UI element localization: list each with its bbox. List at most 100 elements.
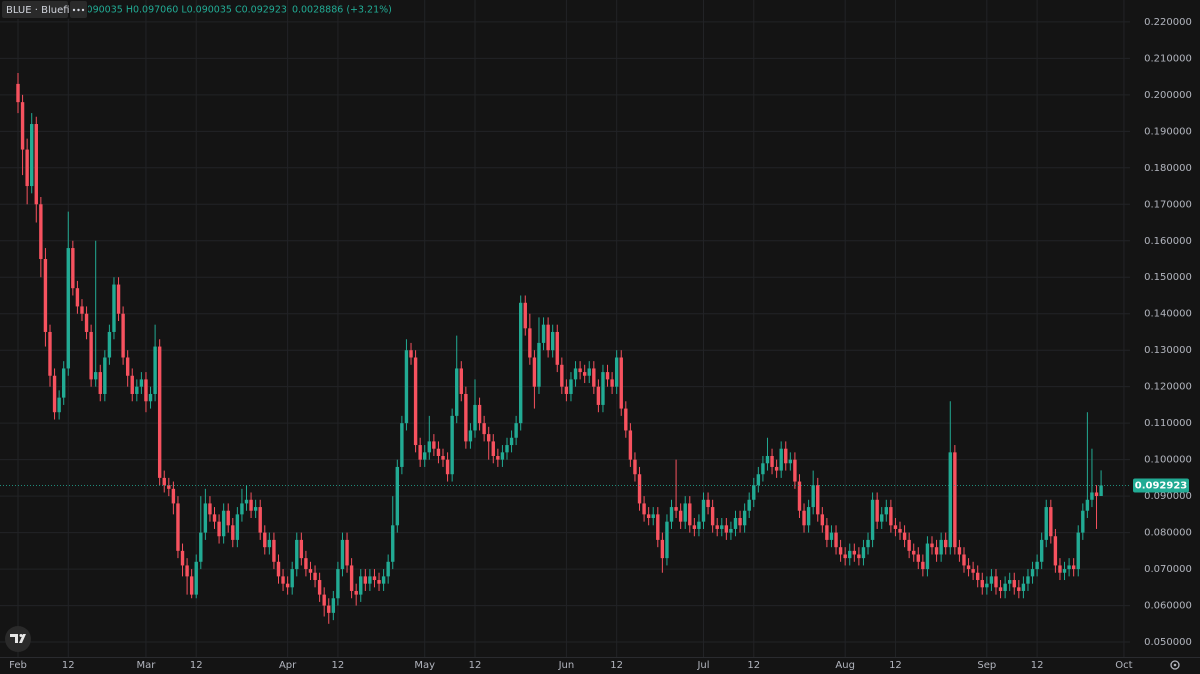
candle-body: [505, 445, 509, 453]
candle-body: [1049, 507, 1053, 537]
candle-body: [710, 507, 715, 526]
candle-body: [135, 386, 139, 394]
candle-body: [482, 423, 486, 435]
candle-body: [962, 554, 966, 566]
candle-body: [226, 510, 230, 526]
candle-body: [285, 583, 290, 588]
candle-body: [761, 463, 765, 475]
ohlc-legend: O0.090035 H0.097060 L0.090035 C0.092923: [70, 5, 287, 16]
candle-body: [605, 372, 610, 380]
candle-body: [368, 576, 372, 584]
candle-body: [825, 525, 829, 540]
candle-body: [272, 539, 276, 562]
y-tick-label: 0.070000: [1144, 564, 1192, 575]
candle-body: [674, 507, 678, 511]
candle-body: [848, 550, 852, 559]
candle-body: [203, 503, 208, 533]
y-tick-label: 0.110000: [1144, 418, 1192, 429]
candle-body: [907, 539, 911, 551]
candle-body: [788, 459, 793, 464]
candle-body: [1026, 576, 1030, 584]
candle-body: [20, 102, 25, 150]
gear[interactable]: [1170, 660, 1180, 670]
candle-body: [1035, 561, 1039, 570]
candle-body: [386, 561, 390, 577]
candle-body: [930, 543, 934, 548]
candle-body: [1039, 539, 1044, 562]
candle-body: [829, 532, 834, 540]
y-tick-label: 0.090000: [1144, 491, 1192, 502]
candle-body: [30, 124, 34, 187]
candle-body: [752, 485, 756, 500]
candle-body: [1081, 510, 1085, 533]
candle-body: [75, 288, 80, 307]
y-tick-label: 0.080000: [1144, 528, 1192, 539]
more-button[interactable]: [70, 1, 87, 18]
candle-body: [1058, 565, 1062, 573]
candle-body: [861, 547, 866, 559]
candle-body: [633, 459, 637, 475]
candle-body: [139, 379, 144, 387]
candle-body: [1017, 587, 1021, 591]
last-price-box: [1133, 478, 1189, 493]
grid: [0, 0, 1130, 657]
candle-body: [194, 561, 198, 595]
candle-body: [998, 587, 1003, 591]
candle-body: [176, 503, 180, 551]
candle-body: [125, 357, 130, 376]
candle-body: [180, 550, 185, 566]
y-tick-label: 0.050000: [1144, 637, 1192, 648]
candle-body: [235, 514, 240, 540]
candle-body: [669, 507, 674, 522]
candle-body: [756, 474, 761, 486]
logo-dot: [19, 634, 23, 637]
candle-body: [377, 580, 381, 584]
x-tick-label: 12: [469, 660, 482, 671]
candle-body: [806, 507, 811, 526]
candle-body: [692, 525, 697, 529]
dot: [77, 8, 80, 12]
candle-body: [121, 313, 125, 358]
candle-body: [784, 448, 788, 464]
candle-body: [221, 510, 226, 537]
y-tick-label: 0.180000: [1144, 163, 1192, 174]
candle-body: [441, 455, 445, 460]
symbol-box[interactable]: [2, 1, 68, 18]
candle-body: [400, 423, 404, 467]
candle-body: [592, 368, 596, 387]
candle-body: [167, 485, 171, 489]
candle-body: [678, 510, 683, 522]
candle-body: [189, 576, 194, 595]
candle-body: [496, 455, 500, 460]
candle-body: [971, 569, 975, 573]
tv-logo[interactable]: [5, 626, 31, 652]
candle-body: [185, 565, 189, 577]
candle-body: [729, 528, 733, 533]
candle-body: [628, 430, 633, 460]
candle-body: [103, 357, 107, 394]
candle-body: [601, 372, 605, 405]
candle-body: [391, 525, 395, 562]
candle-body: [569, 379, 573, 394]
x-tick-label: Sep: [977, 660, 996, 671]
candle-body: [1007, 580, 1012, 584]
dot: [72, 8, 76, 12]
candle-body: [715, 525, 719, 529]
candle-body: [464, 393, 468, 442]
candle-body: [409, 350, 413, 358]
candle-body: [436, 448, 441, 456]
candle-body: [249, 499, 253, 511]
symbol-label[interactable]: BLUE · Bluefin: [6, 5, 76, 16]
candle-body: [39, 204, 43, 260]
candle-body: [144, 379, 148, 402]
candle-body: [427, 441, 431, 453]
settings-button[interactable]: [1170, 660, 1180, 670]
candle-body: [738, 518, 742, 526]
candle-body: [706, 499, 710, 508]
x-tick-label: 12: [190, 660, 203, 671]
candle-body: [130, 375, 134, 394]
candle-body: [231, 525, 235, 540]
candle-body: [642, 503, 646, 515]
candle-body: [532, 357, 537, 387]
candle-body: [1012, 580, 1016, 588]
